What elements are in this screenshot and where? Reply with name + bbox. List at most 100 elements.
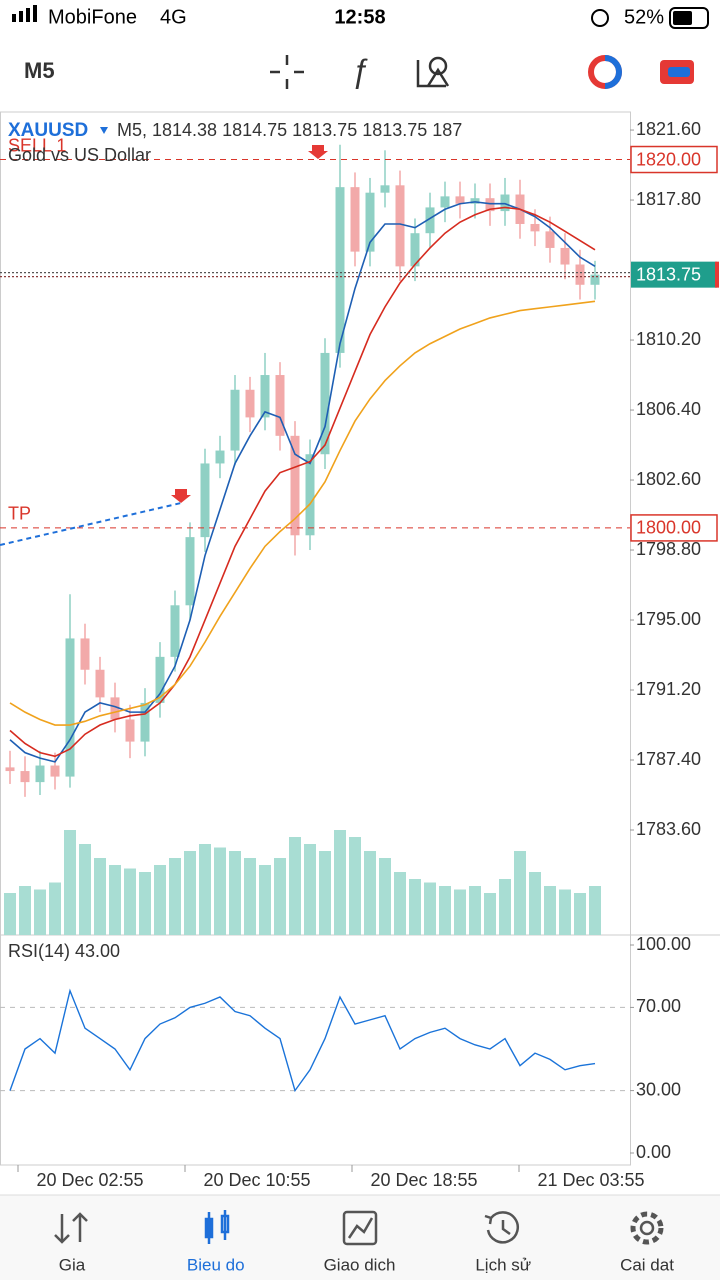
volume-bar — [49, 882, 61, 935]
moving-average — [9, 206, 596, 758]
candle-body — [80, 638, 90, 670]
last-price-label: 1813.75 — [636, 264, 701, 284]
signal-icon — [19, 11, 23, 22]
candle-body — [245, 389, 255, 418]
candle-body — [215, 450, 225, 464]
trade-history-line — [0, 502, 182, 546]
nav-label[interactable]: Gia — [59, 1255, 86, 1274]
candle-body — [50, 765, 60, 777]
x-tick-label: 20 Dec 10:55 — [203, 1170, 310, 1190]
symbol-dropdown[interactable] — [100, 127, 108, 134]
volume-bar — [64, 830, 76, 935]
volume-bar — [229, 851, 241, 935]
volume-bar — [169, 858, 181, 935]
candle-body — [350, 187, 360, 252]
candle-body — [185, 537, 195, 606]
volume-bar — [544, 886, 556, 935]
trade-nav-icon[interactable] — [342, 1210, 378, 1246]
level-label: 1820.00 — [636, 149, 701, 169]
candle-body — [470, 198, 480, 204]
candle-body — [365, 192, 375, 252]
candle-body — [440, 196, 450, 208]
volume-bar — [484, 893, 496, 935]
candle-body — [95, 669, 105, 698]
signal-icon — [33, 5, 37, 22]
y-tick-label: 1817.80 — [636, 189, 701, 209]
y-tick-label: 1806.40 — [636, 399, 701, 419]
candle-body — [200, 463, 210, 538]
y-tick-label: 1810.20 — [636, 329, 701, 349]
symbol[interactable]: XAUUSD — [8, 120, 88, 141]
nav-label[interactable]: Lịch sử — [475, 1255, 531, 1274]
candle-body — [230, 389, 240, 451]
volume-bar — [184, 851, 196, 935]
volume-bar — [469, 886, 481, 935]
y-tick-label: 1783.60 — [636, 819, 701, 839]
y-tick-label: 1821.60 — [636, 119, 701, 139]
level-label-box — [630, 145, 718, 174]
quotes-icon[interactable] — [54, 1212, 88, 1244]
candle-body — [140, 702, 150, 742]
toolbar: M5 ƒ — [24, 52, 694, 89]
level-label: 1800.00 — [636, 518, 701, 538]
volume-bar — [304, 844, 316, 935]
subtitle: Gold vs US Dollar — [8, 145, 151, 165]
candle-body — [125, 719, 135, 742]
volume-bar — [409, 879, 421, 935]
candle-body — [110, 697, 120, 720]
candle-body — [395, 185, 405, 267]
chart-icon[interactable] — [204, 1210, 230, 1244]
volume-bar — [589, 886, 601, 935]
signal-icon — [12, 14, 16, 22]
candle-body — [260, 375, 270, 418]
rsi-tick-label: 70.00 — [636, 996, 681, 1016]
nav-bar — [0, 1195, 720, 1280]
battery: 52% — [624, 6, 664, 28]
objects-icon[interactable] — [416, 56, 450, 88]
candle-body — [425, 207, 435, 234]
candle-body — [530, 223, 540, 232]
nav-label[interactable]: Giao dich — [324, 1255, 396, 1274]
candle-body — [65, 638, 75, 777]
volume-bar — [199, 844, 211, 935]
nav-label[interactable]: Bieu do — [187, 1255, 245, 1274]
candle-body — [320, 352, 330, 455]
battery-level — [673, 11, 692, 25]
candle-body — [20, 771, 30, 783]
indicator-icon[interactable]: ƒ — [351, 52, 369, 88]
nav-label[interactable]: Cai dat — [620, 1255, 674, 1274]
y-tick-label: 1802.60 — [636, 469, 701, 489]
volume-bar — [574, 893, 586, 935]
candle-body — [575, 264, 585, 285]
candle-body — [410, 233, 420, 267]
last-price-box — [631, 261, 717, 288]
volume-bar — [154, 865, 166, 935]
timeframe[interactable]: M5 — [24, 58, 55, 83]
crosshair-icon[interactable] — [270, 55, 304, 89]
candle-body — [170, 605, 180, 657]
clock: 12:58 — [334, 6, 385, 28]
candle-body — [35, 765, 45, 783]
y-tick-label: 1798.80 — [636, 539, 701, 559]
lock-icon — [591, 9, 609, 27]
volume-bar — [274, 858, 286, 935]
y-tick-label: 1795.00 — [636, 609, 701, 629]
volume-bar — [514, 851, 526, 935]
rsi-tick-label: 100.00 — [636, 934, 691, 954]
volume-bar — [364, 851, 376, 935]
volume-bar — [289, 837, 301, 935]
level-name: TP — [8, 504, 31, 524]
x-tick-label: 20 Dec 18:55 — [370, 1170, 477, 1190]
volume-bar — [424, 882, 436, 935]
volume-bar — [394, 872, 406, 935]
history-icon[interactable] — [484, 1211, 519, 1244]
settings-icon[interactable] — [630, 1211, 664, 1245]
quick-trade-icon-inner — [668, 67, 690, 77]
chart-layer: SELL 1 TP — [0, 135, 630, 1093]
x-tick-label: 21 Dec 03:55 — [537, 1170, 644, 1190]
candle-body — [290, 435, 300, 536]
rsi-tick-label: 0.00 — [636, 1142, 671, 1162]
trade-icon-half — [604, 55, 622, 89]
candle-body — [275, 375, 285, 436]
battery-icon — [669, 7, 709, 29]
